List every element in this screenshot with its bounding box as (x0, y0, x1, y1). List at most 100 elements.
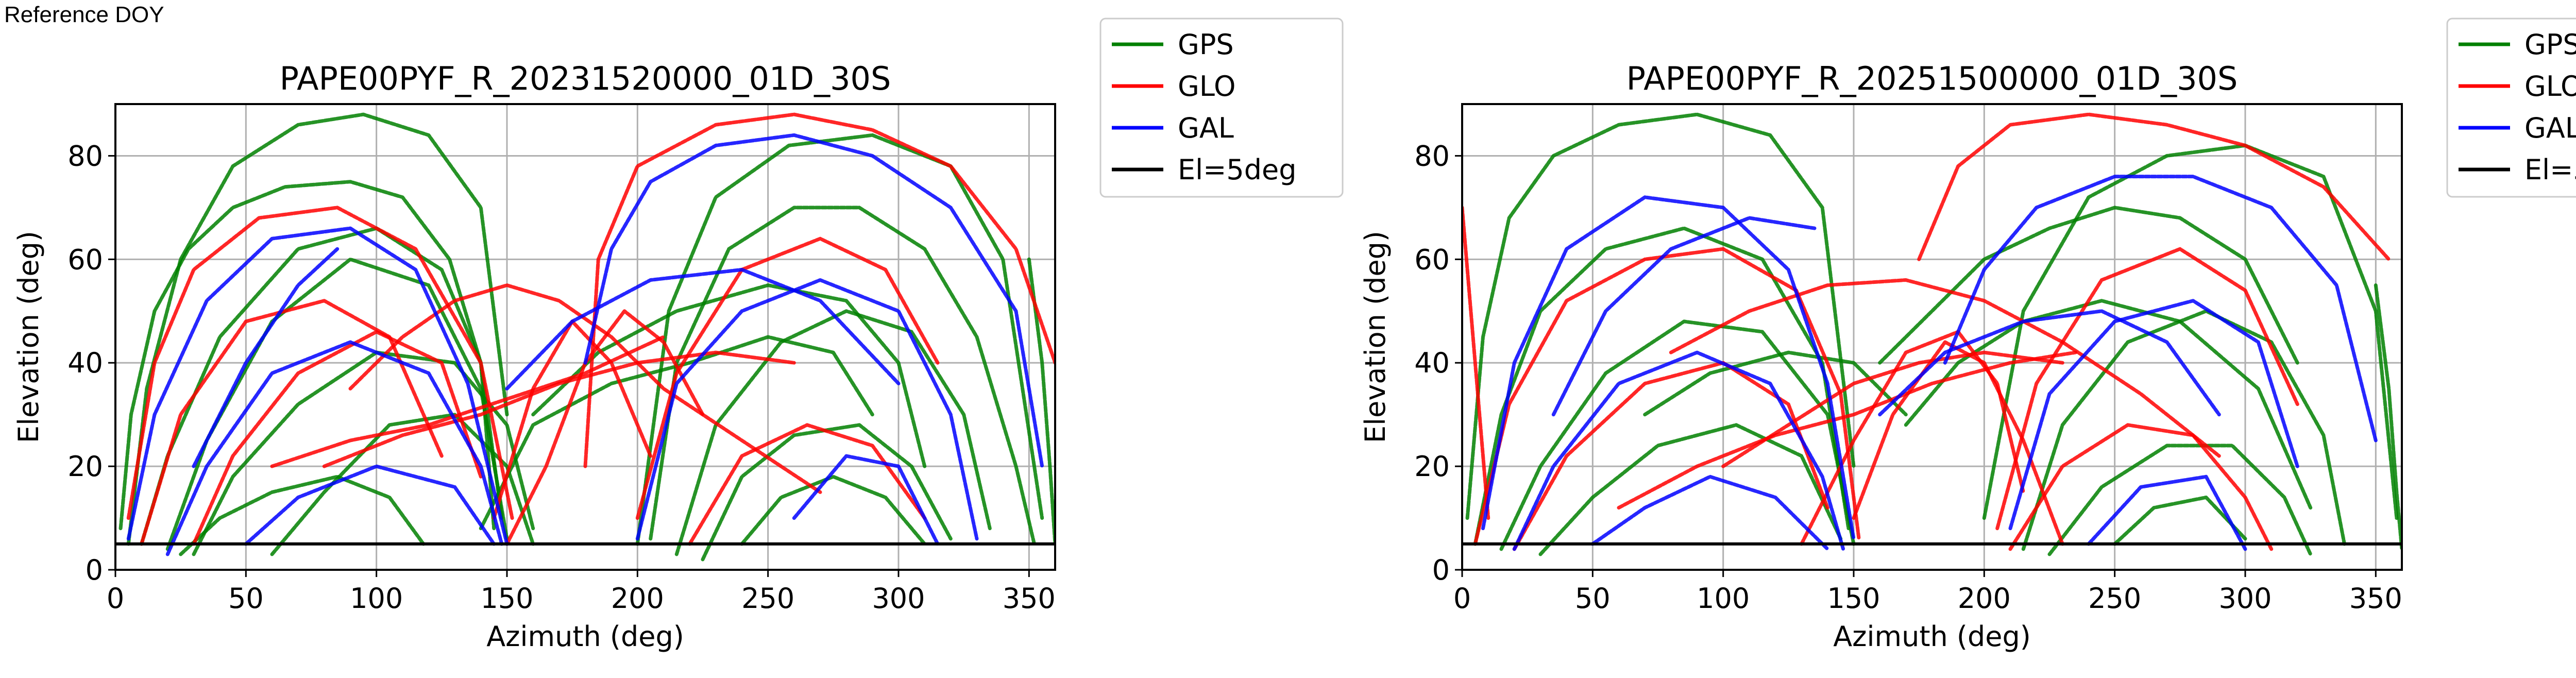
satellite-track (479, 335, 874, 531)
satellite-track (179, 474, 426, 556)
axes-frame (114, 103, 1056, 571)
x-tick-label: 150 (480, 582, 533, 615)
satellite-track (740, 474, 927, 546)
x-tick-label: 100 (1697, 582, 1750, 615)
satellite-track (165, 340, 504, 556)
legend-label: GLO (2524, 70, 2576, 103)
satellite-track (244, 464, 496, 546)
series-glo (1462, 112, 2391, 551)
satellite-track (140, 226, 504, 546)
satellite-track (2374, 283, 2402, 551)
legend-label: GPS (1178, 28, 1234, 61)
satellite-track (1643, 350, 1908, 417)
legend: GPS GLO GAL El=5deg (2446, 18, 2576, 198)
x-tick-label: 200 (1958, 582, 2011, 615)
y-tick-label: 40 (67, 347, 103, 379)
x-tick-label: 350 (2349, 582, 2402, 615)
satellite-track (583, 133, 1044, 468)
legend-frame (2446, 18, 2576, 198)
satellite-track (1538, 423, 1843, 556)
satellite-track (270, 413, 535, 556)
y-tick-label: 60 (67, 243, 103, 276)
x-tick-label: 200 (611, 582, 664, 615)
y-tick-label: 60 (1414, 243, 1450, 276)
x-tick-label: 350 (1003, 582, 1056, 615)
satellite-track (1800, 330, 2025, 546)
satellite-track (2087, 474, 2247, 551)
x-tick-label: 50 (1575, 582, 1611, 615)
x-tick-label: 50 (228, 582, 264, 615)
satellite-track (192, 330, 483, 546)
satellite-track (583, 112, 1055, 468)
plot-area (115, 112, 1055, 562)
satellite-track (1462, 206, 1490, 520)
satellite-track (1590, 474, 1829, 551)
satellite-track (1473, 226, 1851, 546)
satellite-track (2008, 423, 2274, 551)
x-axis-label: Azimuth (deg) (1833, 620, 2031, 653)
x-tick-label: 100 (350, 582, 403, 615)
legend-label: GLO (1178, 70, 1236, 103)
legend-label: El=5deg (2524, 154, 2576, 186)
satellite-track (1669, 278, 2221, 458)
x-axis-label: Azimuth (deg) (486, 620, 684, 653)
figure-label: Reference DOY (4, 2, 164, 27)
series-gal (1481, 175, 2378, 551)
satellite-track (1617, 350, 2078, 510)
satellite-track (635, 133, 1044, 546)
satellite-track (1481, 195, 1856, 541)
satellite-track (322, 350, 796, 468)
satellite-track (2008, 299, 2299, 531)
satellite-track (649, 206, 1036, 546)
satellite-track (1473, 247, 1861, 546)
satellite-track (1917, 112, 2391, 261)
satellite-track (1943, 175, 2378, 443)
satellite-track (1512, 350, 1845, 551)
satellite-track (1465, 112, 1856, 520)
series-glo (126, 112, 1055, 546)
y-tick-label: 0 (86, 554, 103, 586)
satellite-track (688, 423, 927, 546)
series-gal (126, 133, 1044, 556)
satellite-track (1904, 299, 2313, 510)
legend-label: El=5deg (1178, 154, 1297, 186)
x-tick-label: 0 (107, 582, 124, 615)
series-gps (1465, 112, 2402, 556)
satellite-track (792, 454, 940, 546)
plot-area (1462, 112, 2402, 556)
satellite-track (140, 299, 444, 546)
x-tick-label: 0 (1453, 582, 1471, 615)
legend-label: GAL (2524, 112, 2576, 144)
satellite-track (1499, 319, 1856, 551)
satellite-track (505, 309, 705, 546)
satellite-track (126, 206, 514, 520)
y-tick-label: 40 (1414, 347, 1450, 379)
axes-frame (1461, 103, 2403, 571)
x-tick-label: 300 (2218, 582, 2272, 615)
satellite-track (126, 112, 509, 546)
y-tick-label: 20 (67, 450, 103, 483)
y-tick-label: 20 (1414, 450, 1450, 483)
chart-panel-2: PAPE00PYF_R_20251500000_01D_30S 0 50 100 150… (1359, 18, 2576, 653)
y-axis-label: Elevation (deg) (1359, 231, 1392, 443)
satellite-track (635, 236, 940, 520)
satellite-track (531, 283, 927, 468)
satellite-track (2047, 444, 2313, 556)
satellite-track (1982, 143, 2399, 520)
y-tick-label: 0 (1432, 554, 1450, 586)
satellite-track (118, 180, 496, 531)
y-axis-label: Elevation (deg) (12, 231, 45, 443)
x-tick-label: 250 (741, 582, 794, 615)
y-tick-label: 80 (1414, 140, 1450, 172)
satellite-track (1995, 247, 2299, 531)
satellite-track (1551, 216, 1817, 417)
legend-frame (1099, 18, 1344, 198)
legend-label: GPS (2524, 28, 2576, 61)
y-tick-label: 80 (67, 140, 103, 172)
x-tick-label: 300 (872, 582, 925, 615)
chart-title: PAPE00PYF_R_20251500000_01D_30S (1626, 60, 2238, 97)
legend: GPS GLO GAL El=5deg (1099, 18, 1344, 198)
chart-title: PAPE00PYF_R_20231520000_01D_30S (280, 60, 891, 97)
satellite-track (1878, 206, 2299, 365)
